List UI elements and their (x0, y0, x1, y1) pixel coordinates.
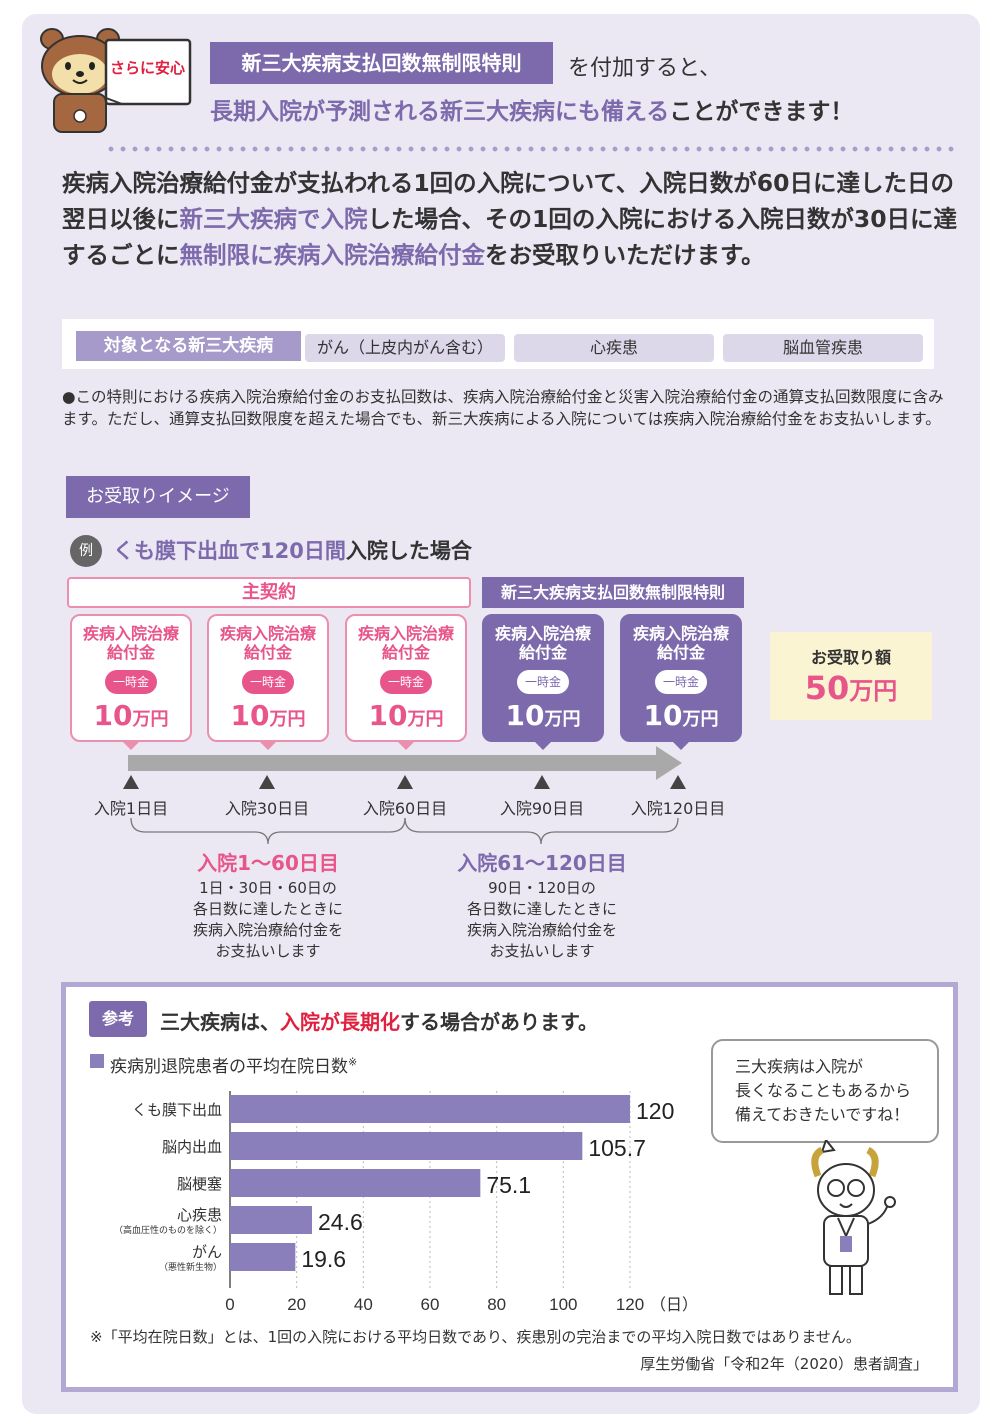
benefit-card: 疾病入院治療 給付金一時金 10万円 (345, 614, 467, 742)
category-label: くも膜下出血 (132, 1101, 222, 1119)
dotted-divider (105, 145, 955, 153)
mascot-illustration (40, 28, 192, 133)
bar (230, 1095, 630, 1123)
tick-label-day1: 入院1日目 (93, 799, 169, 818)
benefit-amount: 10万円 (230, 699, 306, 732)
bar-value-label: 105.7 (588, 1135, 646, 1161)
total-label: お受取り額 (810, 648, 891, 667)
benefit-card-title: 疾病入院治療 給付金 (82, 624, 179, 662)
lump-sum-pill: 一時金 (105, 670, 157, 694)
lump-sum-pill: 一時金 (242, 670, 294, 694)
tick-marker (534, 775, 550, 789)
card-pointer (258, 740, 278, 750)
lump-sum-pill: 一時金 (655, 670, 707, 694)
bar-value-label: 75.1 (486, 1172, 531, 1198)
chart-legend-square (90, 1054, 104, 1068)
tick-marker (123, 775, 139, 789)
header-line1: を付加すると、 (568, 56, 722, 81)
target-label: 対象となる新三大疾病 (76, 331, 301, 361)
timeline (121, 740, 691, 845)
reference-title: 三大疾病は、入院が長期化する場合があります。 (160, 1010, 598, 1034)
rider-name-tag: 新三大疾病支払回数無制限特則 (210, 42, 553, 84)
benefit-amount: 10万円 (643, 699, 719, 732)
source-citation: 厚生労働省「令和2年（2020）患者調査」 (640, 1355, 928, 1373)
total-amount: 50万円 (804, 669, 898, 707)
category-label: 心疾患 (177, 1206, 222, 1224)
tick-marker (259, 775, 275, 789)
category-sublabel: （高血圧性のものを除く） (114, 1224, 222, 1236)
tick-marker (397, 775, 413, 789)
section-tag: お受取りイメージ (66, 476, 250, 518)
benefit-amount: 10万円 (505, 699, 581, 732)
example-text: くも膜下出血で120日間入院した場合 (113, 539, 472, 563)
brace-range1 (130, 817, 406, 845)
tick-label-day30: 入院30日目 (224, 799, 310, 818)
benefit-card: 疾病入院治療 給付金一時金 10万円 (620, 614, 742, 742)
tick-label-day90: 入院90日目 (499, 799, 585, 818)
benefit-amount: 10万円 (93, 699, 169, 732)
bar (230, 1169, 481, 1197)
disease-chip-cancer: がん（上皮内がん含む） (305, 334, 505, 362)
badge-text: さらに安心 (110, 59, 186, 77)
disease-chip-brain: 脳血管疾患 (723, 334, 923, 362)
header-line2: 長期入院が予測される新三大疾病にも備えることができます！ (210, 92, 853, 126)
bar (230, 1243, 296, 1271)
reference-badge: 参考 (89, 1001, 147, 1037)
header-highlight: 長期入院が予測される新三大疾病にも備える (210, 99, 670, 125)
main-contract-label: 主契約 (67, 577, 471, 608)
category-label: 脳梗塞 (177, 1175, 222, 1193)
x-tick-label: 120 (616, 1295, 644, 1314)
goat-mascot (811, 1140, 896, 1295)
bar-value-label: 24.6 (318, 1209, 363, 1235)
example-badge: 例 (70, 535, 102, 567)
tick-label-day120: 入院120日目 (630, 799, 726, 818)
category-label: がん (192, 1243, 222, 1261)
intro-paragraph: 疾病入院治療給付金が支払われる1回の入院について、入院日数が60日に達した日の翌… (62, 169, 958, 269)
bar (230, 1206, 312, 1234)
range1-title: 入院1～60日目 (197, 851, 339, 875)
x-tick-label: 40 (354, 1295, 373, 1314)
speech-bubble: 三大疾病は入院が 長くなることもあるから 備えておきたいですね！ (711, 1039, 939, 1143)
bar-chart: 0 20 40 60 80 100 120 （日） 120 くも膜下出血 105.7 脳内出血 75.1… (114, 1091, 698, 1314)
bar (230, 1132, 583, 1160)
category-label: 脳内出血 (162, 1138, 222, 1156)
card-pointer (121, 740, 141, 750)
lump-sum-pill: 一時金 (380, 670, 432, 694)
disease-chip-heart: 心疾患 (514, 334, 714, 362)
total-box: お受取り額 50万円 (770, 632, 932, 720)
rider-label: 新三大疾病支払回数無制限特則 (482, 577, 744, 608)
card-pointer (533, 740, 553, 750)
x-tick-label: 100 (549, 1295, 577, 1314)
category-sublabel: （悪性新生物） (159, 1261, 222, 1273)
header-line2-suffix: ことができます！ (669, 99, 854, 125)
x-tick-label: 20 (287, 1295, 306, 1314)
brace-range2 (404, 817, 679, 845)
x-tick-label: 0 (225, 1295, 234, 1314)
range2-desc: 90日・120日の 各日数に達したときに 疾病入院治療給付金を お支払いします (466, 879, 617, 960)
target-diseases-row: 対象となる新三大疾病 がん（上皮内がん含む） 心疾患 脳血管疾患 (62, 319, 934, 369)
range1-desc: 1日・30日・60日の 各日数に達したときに 疾病入院治療給付金を お支払いします (192, 879, 343, 960)
bar-value-label: 19.6 (301, 1246, 346, 1272)
benefit-card: 疾病入院治療 給付金一時金 10万円 (207, 614, 329, 742)
benefit-amount: 10万円 (368, 699, 444, 732)
benefit-card-title: 疾病入院治療 給付金 (632, 624, 729, 662)
benefit-card-title: 疾病入院治療 給付金 (219, 624, 316, 662)
chart-title: 疾病別退院患者の平均在院日数※ (110, 1055, 358, 1077)
x-tick-label: 80 (487, 1295, 506, 1314)
lump-sum-pill: 一時金 (517, 670, 569, 694)
note-text: ●この特則における疾病入院治療給付金のお支払回数は、疾病入院治療給付金と災害入院… (62, 388, 944, 428)
card-pointer (396, 740, 416, 750)
benefit-card-title: 疾病入院治療 給付金 (357, 624, 454, 662)
benefit-card-title: 疾病入院治療 給付金 (494, 624, 591, 662)
bar-value-label: 120 (636, 1098, 674, 1124)
footnote: ※「平均在院日数」とは、1回の入院における平均日数であり、疾患別の完治までの平均… (90, 1328, 861, 1346)
card-pointer (671, 740, 691, 750)
range2-title: 入院61～120日目 (457, 851, 627, 875)
x-axis-unit: （日） (650, 1295, 698, 1314)
tick-marker (670, 775, 686, 789)
benefit-card: 疾病入院治療 給付金一時金 10万円 (70, 614, 192, 742)
benefit-card: 疾病入院治療 給付金一時金 10万円 (482, 614, 604, 742)
x-tick-label: 60 (421, 1295, 440, 1314)
tick-label-day60: 入院60日目 (362, 799, 448, 818)
